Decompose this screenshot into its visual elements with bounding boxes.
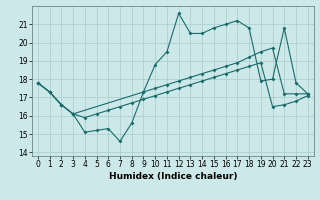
X-axis label: Humidex (Indice chaleur): Humidex (Indice chaleur): [108, 172, 237, 181]
